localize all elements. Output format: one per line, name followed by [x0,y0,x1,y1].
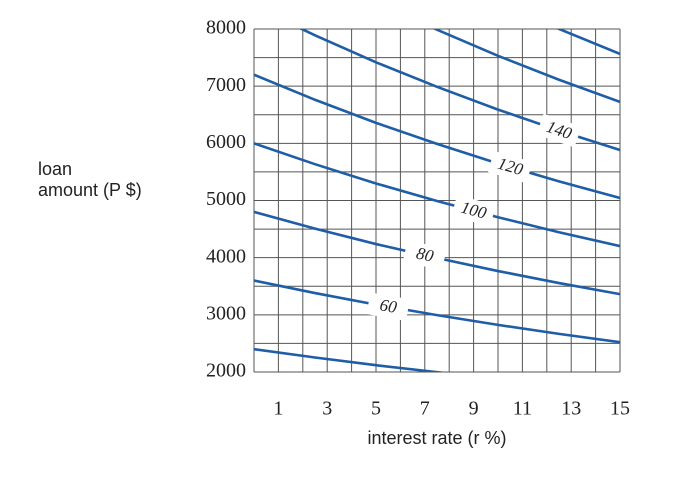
labels: 1 3 5 7 9 11 13 1520003000400050006000700080006… [206,17,630,420]
x-tick-label: 3 [322,398,332,420]
label-background [366,292,410,321]
contour-line [254,73,620,200]
y-tick-label: 5000 [206,188,246,210]
label-background [451,194,496,227]
y-axis-label: amount (P $) [38,180,142,200]
label-background [402,240,447,271]
y-tick-label: 6000 [206,131,246,153]
y-tick-label: 8000 [206,17,246,39]
label-background [536,113,582,148]
contour-label-group: 140 [536,113,582,148]
contour-line [555,29,620,56]
contour-label: 80 [415,243,436,265]
x-axis-label: interest rate (r %) [367,428,506,448]
y-tick-label: 3000 [206,302,246,324]
y-tick-label: 4000 [206,245,246,267]
y-axis-label: loan [38,159,72,179]
contour-line [254,142,620,248]
x-tick-label: 1 [273,398,283,420]
contour-line [432,29,620,104]
contour-label-group: 100 [451,194,496,227]
contour-line [254,279,620,344]
contour-line [254,347,448,372]
y-tick-label: 2000 [206,360,246,382]
contour-label-group: 80 [402,240,447,271]
contour-label: 60 [378,295,398,317]
x-tick-label: 13 [561,398,581,420]
contour-label-group: 60 [366,292,410,321]
x-tick-label: 9 [469,398,479,420]
y-tick-label: 7000 [206,74,246,96]
contour-label-group: 120 [487,150,533,184]
contours [254,29,620,372]
x-tick-label: 5 [371,398,381,420]
x-tick-label: 15 [610,398,630,420]
x-tick-label: 11 [513,398,532,420]
x-tick-label: 7 [420,398,430,420]
label-background [487,150,533,184]
